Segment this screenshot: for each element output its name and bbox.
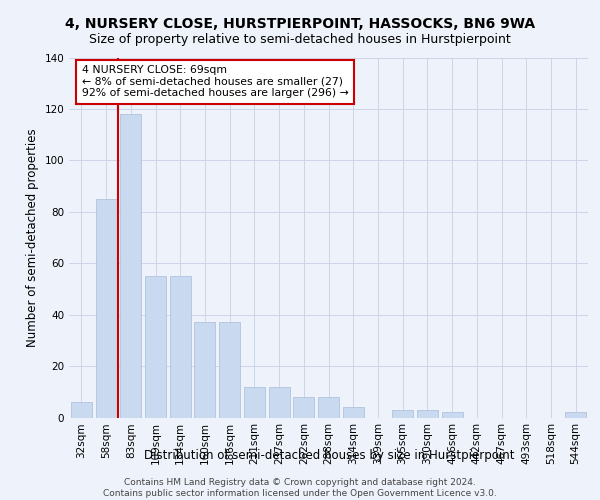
Text: Distribution of semi-detached houses by size in Hurstpierpoint: Distribution of semi-detached houses by … xyxy=(143,448,514,462)
Bar xyxy=(318,397,339,417)
Bar xyxy=(194,322,215,418)
Bar xyxy=(120,114,141,418)
Bar xyxy=(269,386,290,418)
Bar xyxy=(71,402,92,417)
Bar xyxy=(170,276,191,418)
Bar xyxy=(442,412,463,418)
Bar xyxy=(145,276,166,418)
Bar xyxy=(417,410,438,418)
Text: Size of property relative to semi-detached houses in Hurstpierpoint: Size of property relative to semi-detach… xyxy=(89,32,511,46)
Bar xyxy=(95,199,116,418)
Bar xyxy=(343,407,364,418)
Text: 4, NURSERY CLOSE, HURSTPIERPOINT, HASSOCKS, BN6 9WA: 4, NURSERY CLOSE, HURSTPIERPOINT, HASSOC… xyxy=(65,18,535,32)
Bar xyxy=(565,412,586,418)
Text: Contains HM Land Registry data © Crown copyright and database right 2024.
Contai: Contains HM Land Registry data © Crown c… xyxy=(103,478,497,498)
Bar xyxy=(392,410,413,418)
Text: 4 NURSERY CLOSE: 69sqm
← 8% of semi-detached houses are smaller (27)
92% of semi: 4 NURSERY CLOSE: 69sqm ← 8% of semi-deta… xyxy=(82,65,349,98)
Bar xyxy=(293,397,314,417)
Y-axis label: Number of semi-detached properties: Number of semi-detached properties xyxy=(26,128,39,347)
Bar xyxy=(244,386,265,418)
Bar xyxy=(219,322,240,418)
